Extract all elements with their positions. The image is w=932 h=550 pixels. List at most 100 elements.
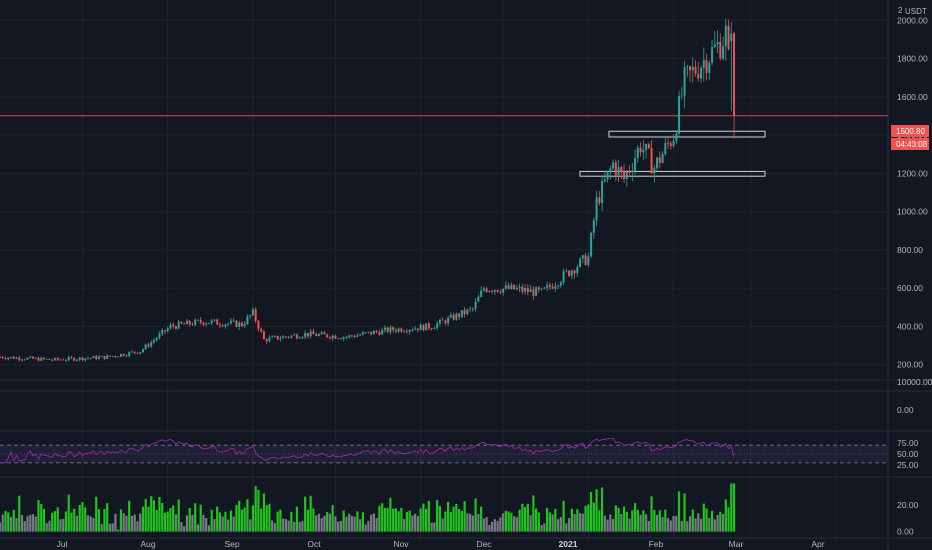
time-tick-label: Feb xyxy=(649,539,664,549)
histogram-bar xyxy=(367,520,370,532)
histogram-bar xyxy=(273,523,277,532)
histogram-bar xyxy=(317,513,321,532)
candle-body xyxy=(372,330,375,335)
candle-body xyxy=(298,337,301,339)
histogram-bar xyxy=(609,514,612,532)
time-tick-label: Mar xyxy=(729,539,744,549)
candle-body xyxy=(326,334,329,338)
histogram-bar xyxy=(532,495,535,532)
candle-body xyxy=(667,142,670,144)
histogram-bar xyxy=(647,520,650,532)
candle-body xyxy=(441,319,444,321)
histogram-bar xyxy=(205,518,208,532)
candle-body xyxy=(713,44,716,47)
candle-body xyxy=(356,335,359,338)
candle-body xyxy=(562,271,565,283)
candle-body xyxy=(367,331,370,333)
candle-body xyxy=(89,357,92,359)
candle-body xyxy=(669,143,672,147)
histogram-bar xyxy=(721,513,725,532)
histogram-bar xyxy=(213,519,216,532)
candle-body xyxy=(95,356,98,359)
candle-body xyxy=(62,359,65,361)
histogram-bar xyxy=(235,505,238,532)
candle-body xyxy=(557,285,560,287)
candle-body xyxy=(469,308,472,310)
candle-body xyxy=(447,317,450,324)
histogram-bar xyxy=(570,508,573,532)
candle-body xyxy=(532,289,535,296)
candle-body xyxy=(364,332,367,334)
support-zones xyxy=(579,130,766,177)
histogram-bar xyxy=(444,511,447,532)
candle-body xyxy=(419,324,422,331)
candle-body xyxy=(163,330,166,332)
histogram-bar xyxy=(515,517,518,532)
scale-mode-label[interactable]: 2 xyxy=(898,6,903,15)
histogram-bar xyxy=(587,504,590,532)
histogram-bar xyxy=(18,495,21,532)
histogram-bar xyxy=(133,514,136,532)
candle-body xyxy=(20,359,23,361)
histogram-bar xyxy=(644,514,648,532)
histogram-bar xyxy=(702,503,705,532)
histogram-bar xyxy=(183,526,186,532)
histogram-bar xyxy=(139,513,142,532)
histogram-bar xyxy=(23,521,26,532)
histogram-bar xyxy=(584,505,587,532)
histogram-bar xyxy=(100,524,103,532)
candle-body xyxy=(243,324,246,327)
histogram-bar xyxy=(279,509,282,532)
histogram-bar xyxy=(114,513,117,532)
candle-body xyxy=(540,288,543,290)
time-tick-label: Oct xyxy=(307,539,321,549)
candle-body xyxy=(34,357,37,359)
candle-body xyxy=(546,285,549,288)
histogram-bar xyxy=(312,508,315,532)
histogram-bar xyxy=(433,522,436,532)
candle-body xyxy=(18,357,21,360)
candle-body xyxy=(213,319,216,321)
histogram-bar xyxy=(111,523,114,532)
candle-body xyxy=(408,329,411,332)
candle-body xyxy=(1,356,4,359)
histogram-bar xyxy=(732,483,736,532)
histogram-bar xyxy=(353,516,356,532)
candle-body xyxy=(480,290,483,297)
histogram-bar xyxy=(42,508,46,532)
candle-body xyxy=(166,328,169,332)
candle-body xyxy=(136,352,139,354)
histogram-bar xyxy=(202,514,205,532)
price-tick-label: 600.00 xyxy=(897,283,923,293)
histogram-bar xyxy=(672,515,675,532)
histogram-bar xyxy=(361,512,364,532)
candle-body xyxy=(606,171,609,180)
candle-body xyxy=(180,321,183,324)
histogram-bar xyxy=(675,516,678,532)
histogram-bar xyxy=(589,491,593,532)
candle-body xyxy=(416,328,419,331)
histogram-bar xyxy=(53,511,57,532)
histogram-bar xyxy=(502,513,505,532)
histogram-bar xyxy=(169,508,172,532)
histogram-bar xyxy=(513,516,516,532)
histogram-bar xyxy=(323,515,326,532)
candle-body xyxy=(229,320,232,324)
candle-body xyxy=(463,310,466,315)
candle-body xyxy=(587,256,590,265)
time-tick-label: 2021 xyxy=(559,539,578,549)
histogram-bar xyxy=(328,513,332,532)
histogram-bar xyxy=(37,500,40,532)
candle-body xyxy=(158,333,161,339)
histogram-bar xyxy=(29,514,32,532)
histogram-bar xyxy=(598,510,601,532)
candle-body xyxy=(73,357,76,361)
candle-body xyxy=(686,66,689,68)
histogram-bar xyxy=(543,523,546,532)
histogram-bar xyxy=(625,511,628,532)
histogram-bar xyxy=(194,503,197,532)
histogram-bar xyxy=(122,513,125,532)
histogram-bar xyxy=(697,513,700,532)
histogram-bar xyxy=(97,509,101,532)
